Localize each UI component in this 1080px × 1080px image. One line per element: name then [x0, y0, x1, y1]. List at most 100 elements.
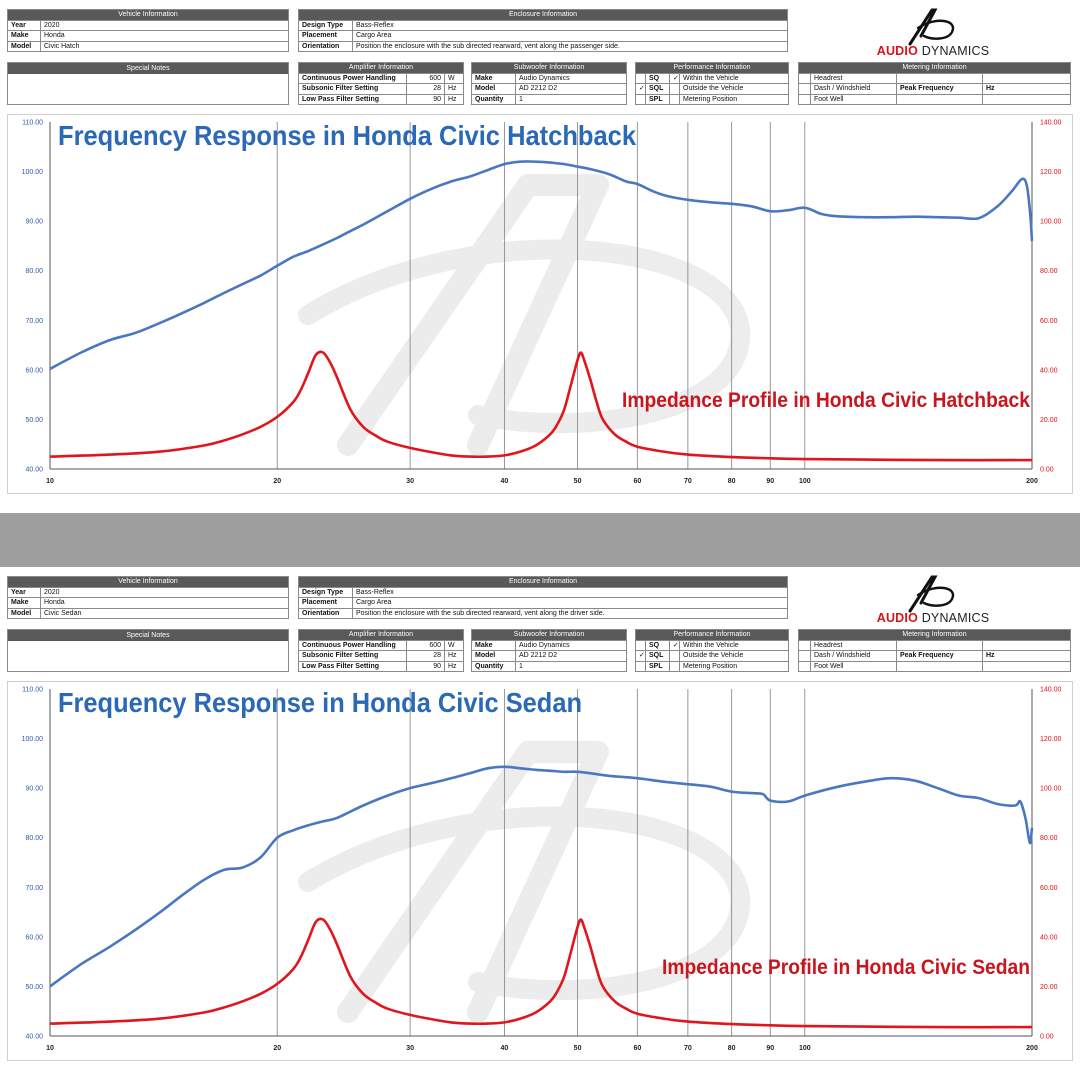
audio-dynamics-logo: AUDIO DYNAMICS — [868, 571, 998, 626]
x-tick-label: 50 — [574, 478, 582, 485]
label-model: Model — [7, 40, 41, 52]
y-tick-label-left: 60.00 — [25, 934, 43, 941]
logo-word-audio: AUDIO — [876, 44, 918, 58]
label-spl: SPL — [645, 93, 670, 105]
y-tick-label-right: 40.00 — [1040, 367, 1058, 374]
x-tick-label: 70 — [684, 478, 692, 485]
enclosure-info-table: Enclosure Information Design Type Bass-Re… — [298, 9, 788, 52]
y-tick-label-right: 120.00 — [1040, 169, 1062, 176]
label-lowpass: Low Pass Filter Setting — [298, 93, 407, 105]
logo-word-audio: AUDIO — [876, 611, 918, 625]
performance-info-table: Performance Information SQ ✓ Within the Ve… — [635, 62, 789, 105]
metering-info-table: Metering Information Headrest Dash / Win… — [798, 629, 1071, 672]
x-tick-label: 80 — [728, 478, 736, 485]
x-tick-label: 10 — [46, 478, 54, 485]
metering-info-header: Metering Information — [798, 629, 1071, 641]
value-orientation: Position the enclosure with the sub dire… — [352, 40, 788, 52]
logo-wordmark: AUDIO DYNAMICS — [868, 611, 998, 625]
value-placement: Cargo Area — [352, 597, 788, 609]
x-tick-label: 30 — [406, 1045, 414, 1052]
amplifier-info-header: Amplifier Information — [298, 62, 464, 74]
vehicle-info-table: Vehicle Information Year 2020 Make Honda M… — [7, 576, 289, 619]
logo-word-dynamics: DYNAMICS — [921, 611, 990, 625]
label-sub-model: Model — [471, 83, 516, 95]
x-tick-label: 100 — [799, 1045, 811, 1052]
label-sql: SQL — [645, 83, 670, 95]
y-tick-label-right: 20.00 — [1040, 984, 1058, 991]
unit-lowpass: Hz — [444, 93, 464, 105]
vehicle-info-header: Vehicle Information — [7, 576, 289, 588]
amplifier-info-header: Amplifier Information — [298, 629, 464, 641]
x-tick-label: 90 — [766, 1045, 774, 1052]
x-tick-label: 70 — [684, 1045, 692, 1052]
subwoofer-info-header: Subwoofer Information — [471, 629, 627, 641]
label-spl: SPL — [645, 660, 670, 672]
perf-mark-sql — [669, 83, 680, 95]
y-tick-label-right: 80.00 — [1040, 835, 1058, 842]
value-year: 2020 — [40, 586, 289, 598]
impedance-annotation: Impedance Profile in Honda Civic Hatchba… — [622, 389, 1030, 412]
special-notes-header: Special Notes — [8, 63, 288, 74]
value-within-vehicle: Within the Vehicle — [679, 72, 789, 84]
perf-mark-spl-2 — [669, 660, 680, 672]
panel-sedan: Vehicle Information Year 2020 Make Honda M… — [0, 567, 1080, 1080]
unit-subsonic: Hz — [444, 83, 464, 95]
x-tick-label: 40 — [501, 1045, 509, 1052]
label-sub-model: Model — [471, 650, 516, 662]
watermark-stroke-a — [337, 174, 609, 456]
x-tick-label: 30 — [406, 478, 414, 485]
value-subsonic: 28 — [406, 83, 445, 95]
y-tick-label-left: 90.00 — [25, 219, 43, 226]
value-outside-vehicle: Outside the Vehicle — [679, 650, 789, 662]
y-tick-label-right: 120.00 — [1040, 736, 1062, 743]
label-design-type: Design Type — [298, 19, 353, 31]
perf-mark-sq — [635, 639, 646, 651]
y-tick-label-left: 80.00 — [25, 835, 43, 842]
chart-svg: 10 20 30 40 50 60 70 80 90 100 200 40.00 50.00 60.00 7… — [22, 120, 1062, 486]
label-power: Continuous Power Handling — [298, 72, 407, 84]
performance-info-header: Performance Information — [635, 629, 789, 641]
x-tick-label: 20 — [273, 478, 281, 485]
label-peak-frequency: Peak Frequency — [896, 83, 983, 95]
label-peak-frequency: Peak Frequency — [896, 650, 983, 662]
label-sub-quantity: Quantity — [471, 93, 516, 105]
value-lowpass: 90 — [406, 93, 445, 105]
frequency-response-line — [49, 160, 1034, 371]
watermark-stroke-b — [298, 806, 751, 1001]
watermark-monogram-icon — [298, 741, 751, 1023]
y-tick-label-right: 20.00 — [1040, 417, 1058, 424]
value-design-type: Bass-Reflex — [352, 586, 788, 598]
x-tick-label: 60 — [633, 1045, 641, 1052]
special-notes-header: Special Notes — [8, 630, 288, 641]
check-sq-icon: ✓ — [669, 72, 680, 84]
perf-mark-sq — [635, 72, 646, 84]
x-tick-label: 90 — [766, 478, 774, 485]
y-tick-label-right: 100.00 — [1040, 786, 1062, 793]
label-sub-make: Make — [471, 72, 516, 84]
ad-monogram-icon — [908, 575, 955, 613]
y-tick-label-left: 70.00 — [25, 885, 43, 892]
logo-wordmark: AUDIO DYNAMICS — [868, 44, 998, 58]
value-sub-model: AD 2212 D2 — [515, 83, 627, 95]
impedance-line — [49, 350, 1033, 462]
subwoofer-info-header: Subwoofer Information — [471, 62, 627, 74]
value-model: Civic Hatch — [40, 40, 289, 52]
value-year: 2020 — [40, 19, 289, 31]
enclosure-info-header: Enclosure Information — [298, 576, 788, 588]
frequency-response-chart: 10 20 30 40 50 60 70 80 90 100 200 40.00 50.00 60.00 7… — [7, 681, 1073, 1061]
value-lowpass: 90 — [406, 660, 445, 672]
check-sq-icon: ✓ — [669, 639, 680, 651]
label-placement: Placement — [298, 30, 353, 42]
label-dash-windshield: Dash / Windshield — [810, 650, 897, 662]
y-tick-label-left: 80.00 — [25, 268, 43, 275]
value-subsonic: 28 — [406, 650, 445, 662]
value-power: 600 — [406, 72, 445, 84]
unit-lowpass: Hz — [444, 660, 464, 672]
y-tick-label-left: 50.00 — [25, 984, 43, 991]
performance-info-table: Performance Information SQ ✓ Within the Ve… — [635, 629, 789, 672]
value-sub-make: Audio Dynamics — [515, 639, 627, 651]
enclosure-info-table: Enclosure Information Design Type Bass-Re… — [298, 576, 788, 619]
label-make: Make — [7, 30, 41, 42]
value-model: Civic Sedan — [40, 607, 289, 619]
value-metering-position: Metering Position — [679, 660, 789, 672]
